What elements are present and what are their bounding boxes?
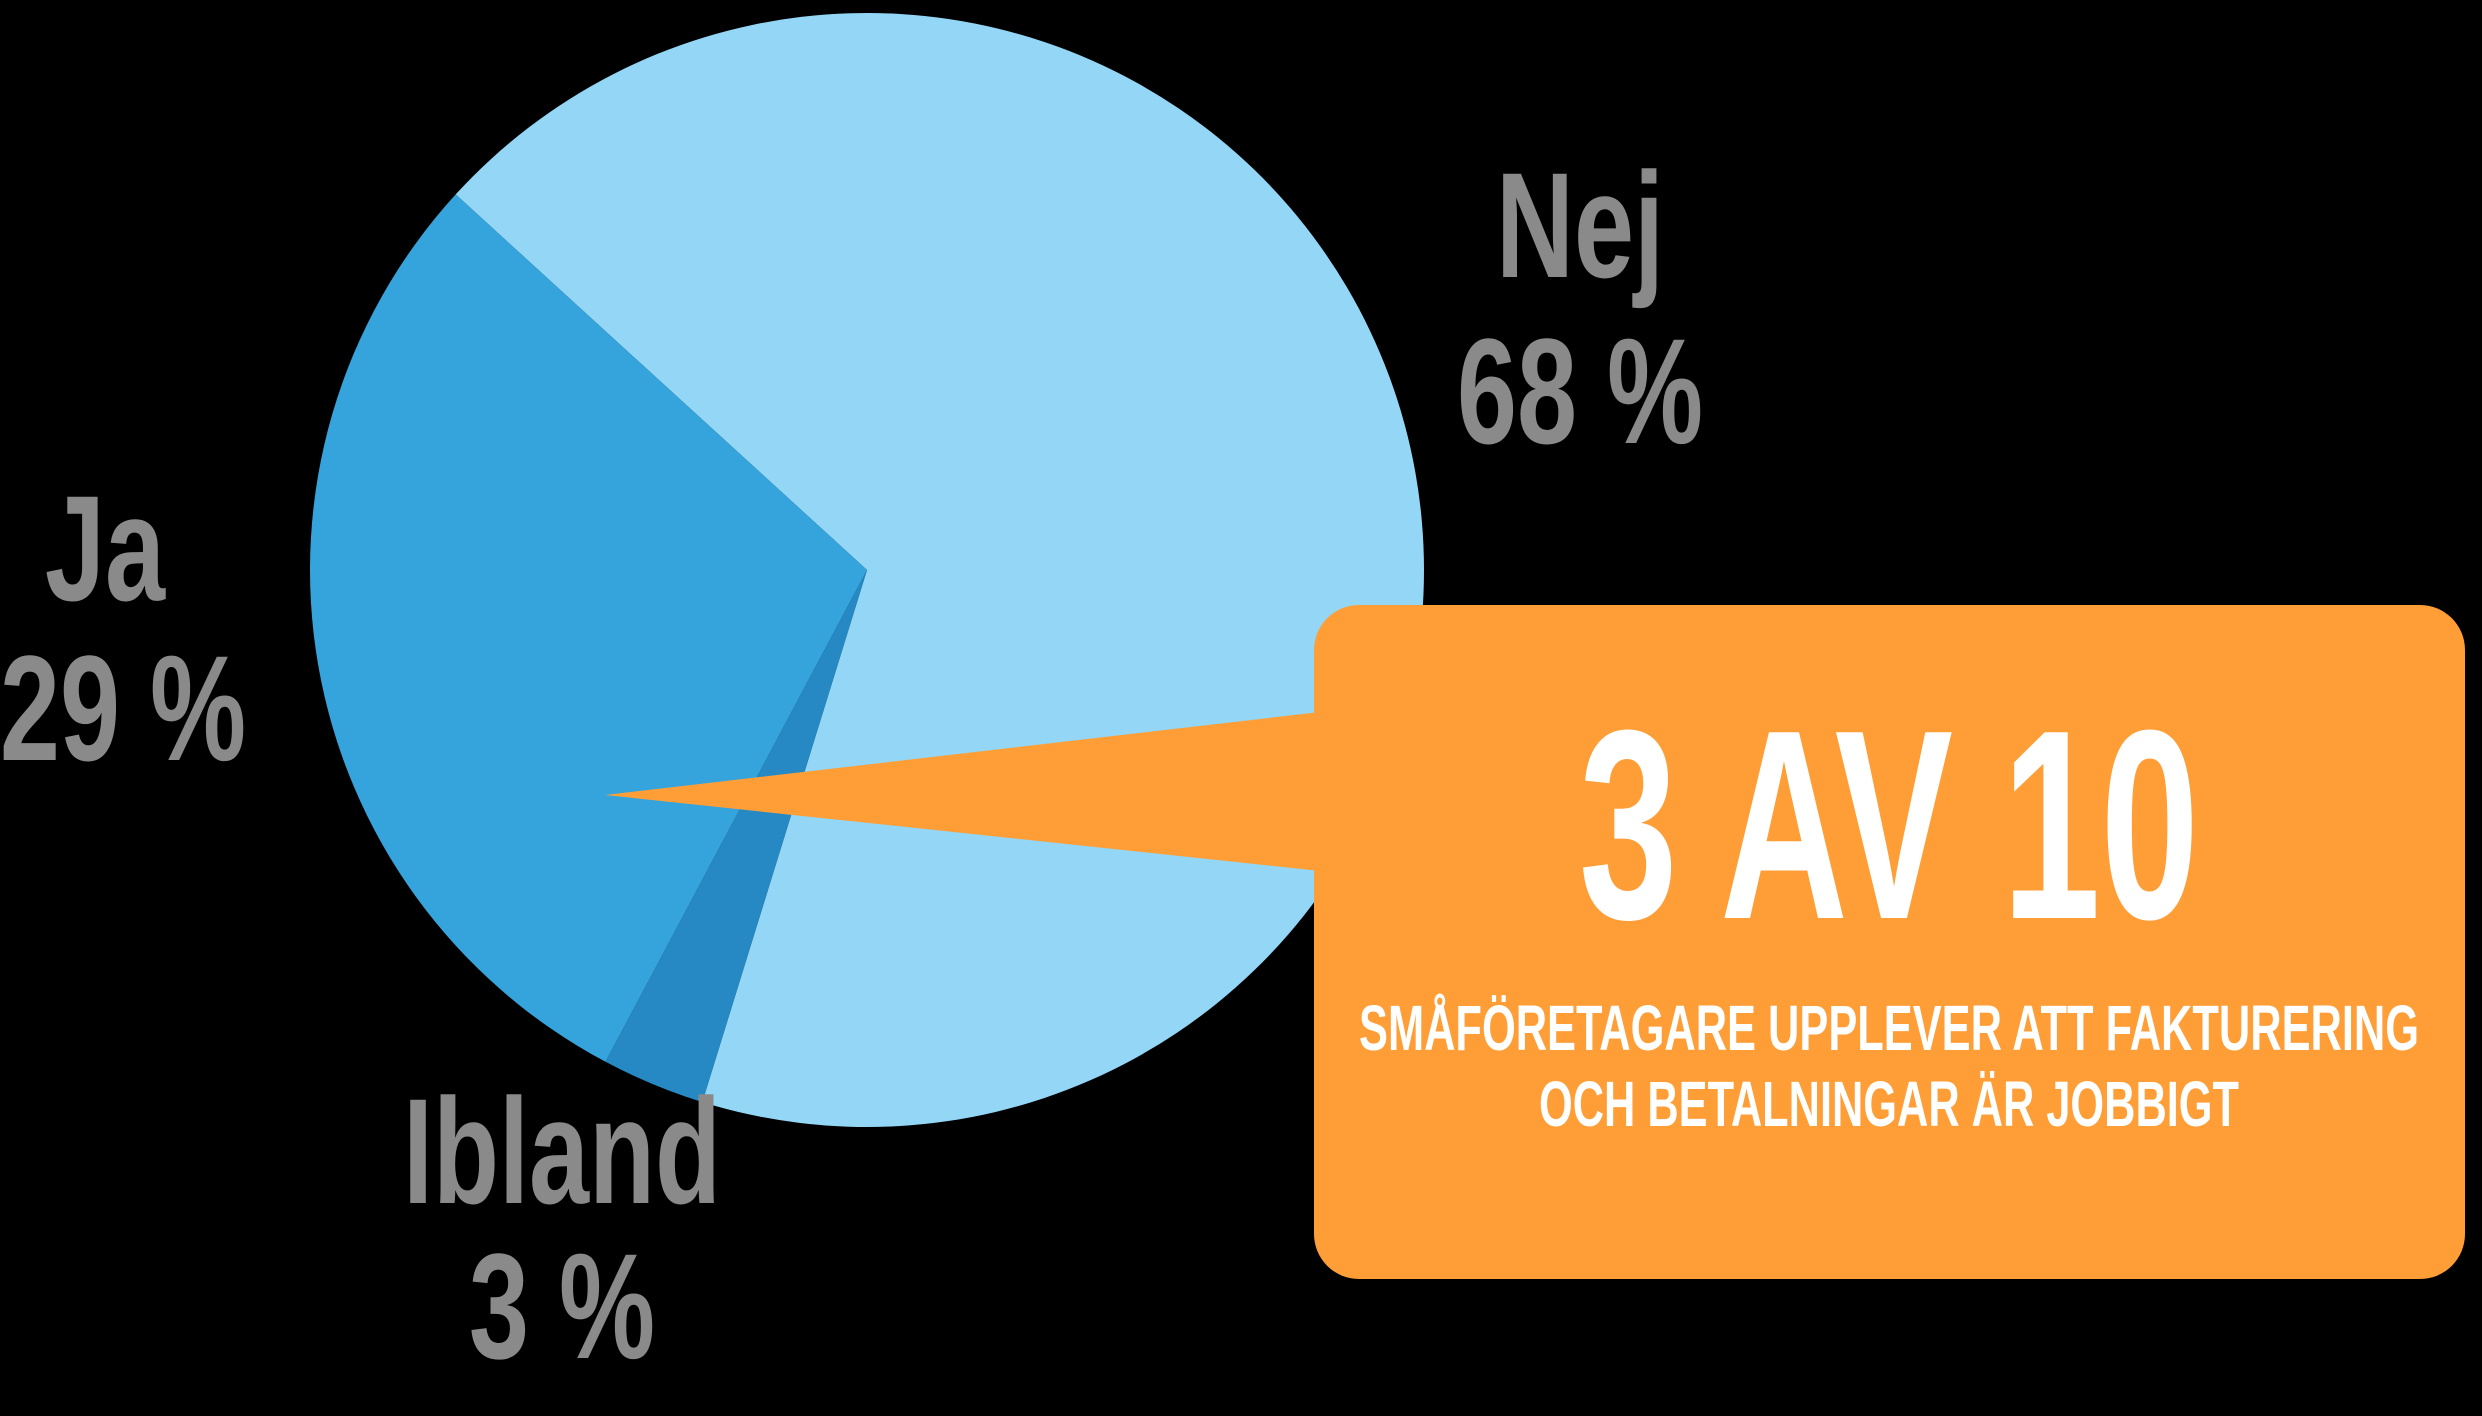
- callout-box: [1314, 605, 2465, 1279]
- pie: [309, 13, 1424, 1127]
- pie-slice: [309, 194, 867, 1062]
- category-label: Nej: [1496, 142, 1664, 310]
- value-label: 29 %: [0, 625, 246, 793]
- pie-slice: [605, 570, 867, 1103]
- callout: 3 AV 10 SMÅFÖRETAGARE UPPLEVER ATT FAKTU…: [605, 605, 2465, 1279]
- callout-headline: 3 AV 10: [1579, 675, 2199, 976]
- category-label: Ja: [45, 465, 166, 633]
- callout-text: SMÅFÖRETAGARE UPPLEVER ATT FAKTURERING: [1359, 992, 2419, 1064]
- value-label: 3 %: [469, 1223, 655, 1391]
- callout-text: OCH BETALNINGAR ÄR JOBBIGT: [1539, 1068, 2239, 1140]
- category-label: Ibland: [403, 1068, 721, 1236]
- callout-pointer: [605, 712, 1320, 871]
- value-label: 68 %: [1457, 308, 1703, 476]
